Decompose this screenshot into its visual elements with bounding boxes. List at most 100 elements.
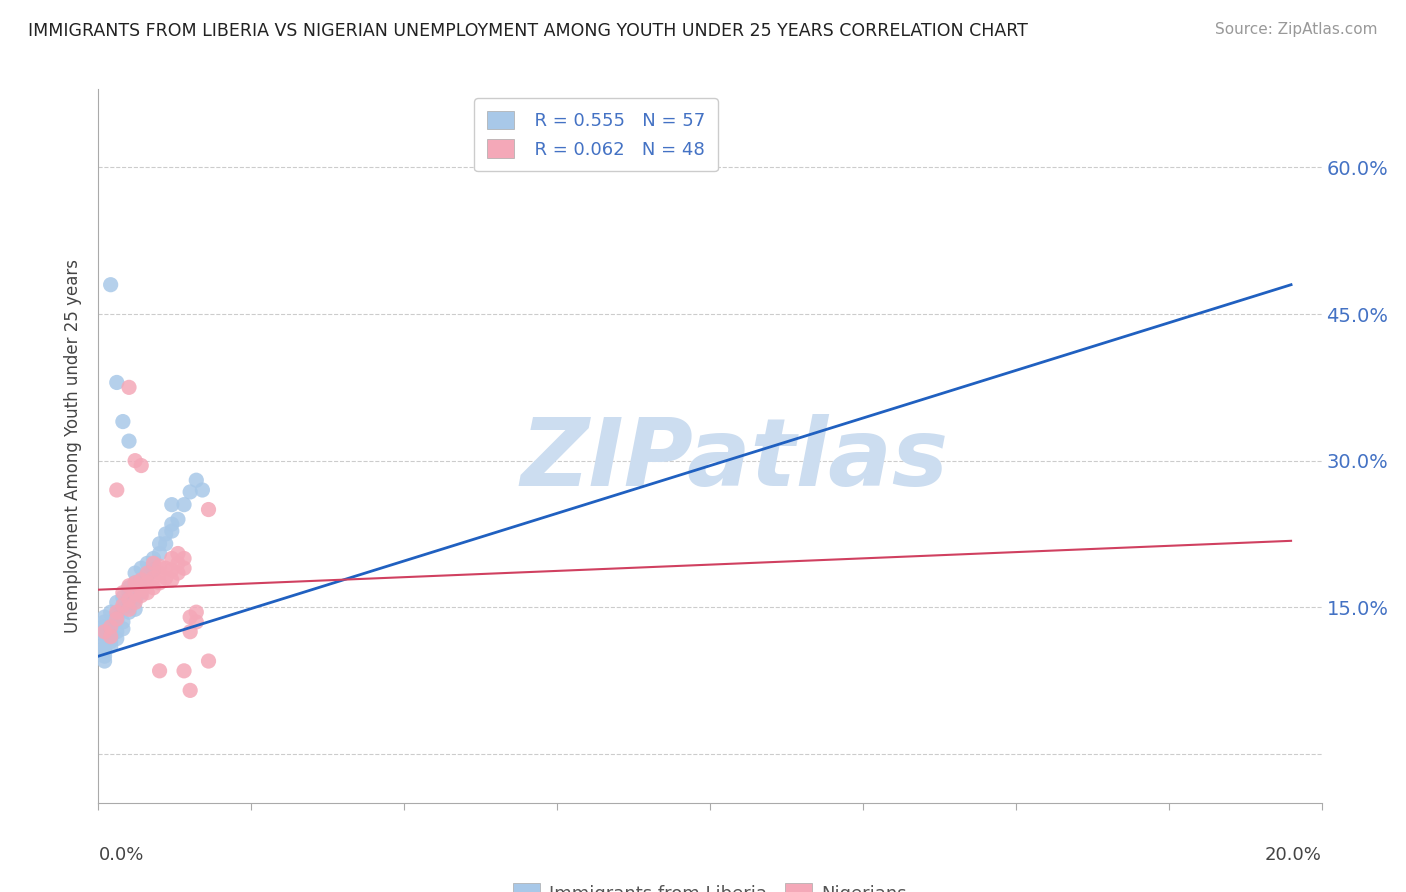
Point — [129, 589, 152, 603]
Point — [100, 277, 122, 292]
Point — [160, 517, 183, 532]
Point — [167, 547, 190, 561]
Point — [179, 683, 201, 698]
Point — [160, 498, 183, 512]
Point — [105, 632, 128, 646]
Point — [129, 573, 152, 587]
Point — [93, 632, 115, 646]
Point — [160, 524, 183, 538]
Point — [142, 557, 165, 571]
Point — [142, 551, 165, 566]
Point — [118, 602, 141, 616]
Point — [197, 654, 219, 668]
Point — [124, 575, 146, 590]
Point — [118, 434, 141, 449]
Point — [160, 551, 183, 566]
Point — [197, 502, 219, 516]
Point — [118, 380, 141, 394]
Point — [167, 512, 190, 526]
Point — [111, 599, 134, 613]
Point — [105, 624, 128, 639]
Point — [118, 581, 141, 595]
Point — [111, 615, 134, 629]
Point — [118, 605, 141, 619]
Point — [173, 498, 195, 512]
Point — [118, 599, 141, 613]
Point — [179, 624, 201, 639]
Point — [149, 537, 172, 551]
Point — [124, 585, 146, 599]
Point — [142, 581, 165, 595]
Point — [149, 664, 172, 678]
Point — [93, 620, 115, 634]
Point — [173, 561, 195, 575]
Text: IMMIGRANTS FROM LIBERIA VS NIGERIAN UNEMPLOYMENT AMONG YOUTH UNDER 25 YEARS CORR: IMMIGRANTS FROM LIBERIA VS NIGERIAN UNEM… — [28, 22, 1028, 40]
Point — [167, 566, 190, 580]
Point — [124, 595, 146, 609]
Point — [93, 649, 115, 664]
Point — [105, 595, 128, 609]
Point — [149, 547, 172, 561]
Point — [105, 605, 128, 619]
Point — [105, 612, 128, 626]
Point — [100, 618, 122, 632]
Point — [93, 637, 115, 651]
Point — [93, 624, 115, 639]
Point — [129, 582, 152, 597]
Point — [100, 605, 122, 619]
Point — [105, 376, 128, 390]
Point — [136, 557, 159, 571]
Point — [129, 561, 152, 575]
Point — [179, 485, 201, 500]
Point — [93, 641, 115, 656]
Point — [93, 644, 115, 658]
Point — [93, 654, 115, 668]
Point — [124, 453, 146, 467]
Point — [191, 483, 214, 497]
Point — [155, 527, 177, 541]
Point — [100, 630, 122, 644]
Point — [173, 664, 195, 678]
Point — [186, 473, 208, 487]
Text: 0.0%: 0.0% — [98, 846, 143, 863]
Point — [105, 483, 128, 497]
Point — [100, 620, 122, 634]
Text: ZIPatlas: ZIPatlas — [520, 414, 949, 507]
Point — [160, 563, 183, 577]
Point — [111, 585, 134, 599]
Point — [93, 624, 115, 639]
Text: 20.0%: 20.0% — [1265, 846, 1322, 863]
Point — [93, 628, 115, 642]
Point — [118, 579, 141, 593]
Point — [136, 585, 159, 599]
Point — [105, 608, 128, 623]
Point — [93, 615, 115, 629]
Point — [129, 458, 152, 473]
Point — [100, 640, 122, 654]
Point — [111, 622, 134, 636]
Point — [105, 612, 128, 626]
Point — [124, 592, 146, 607]
Point — [149, 559, 172, 574]
Point — [129, 573, 152, 587]
Point — [155, 561, 177, 575]
Point — [124, 575, 146, 590]
Point — [186, 615, 208, 629]
Point — [136, 575, 159, 590]
Point — [155, 571, 177, 585]
Text: Source: ZipAtlas.com: Source: ZipAtlas.com — [1215, 22, 1378, 37]
Point — [142, 571, 165, 585]
Point — [160, 573, 183, 587]
Point — [136, 566, 159, 580]
Point — [93, 610, 115, 624]
Legend: Immigrants from Liberia, Nigerians: Immigrants from Liberia, Nigerians — [506, 876, 914, 892]
Point — [100, 630, 122, 644]
Point — [179, 610, 201, 624]
Point — [111, 591, 134, 605]
Point — [124, 566, 146, 580]
Point — [136, 569, 159, 583]
Point — [100, 634, 122, 648]
Point — [186, 605, 208, 619]
Point — [111, 415, 134, 429]
Y-axis label: Unemployment Among Youth under 25 years: Unemployment Among Youth under 25 years — [65, 259, 83, 633]
